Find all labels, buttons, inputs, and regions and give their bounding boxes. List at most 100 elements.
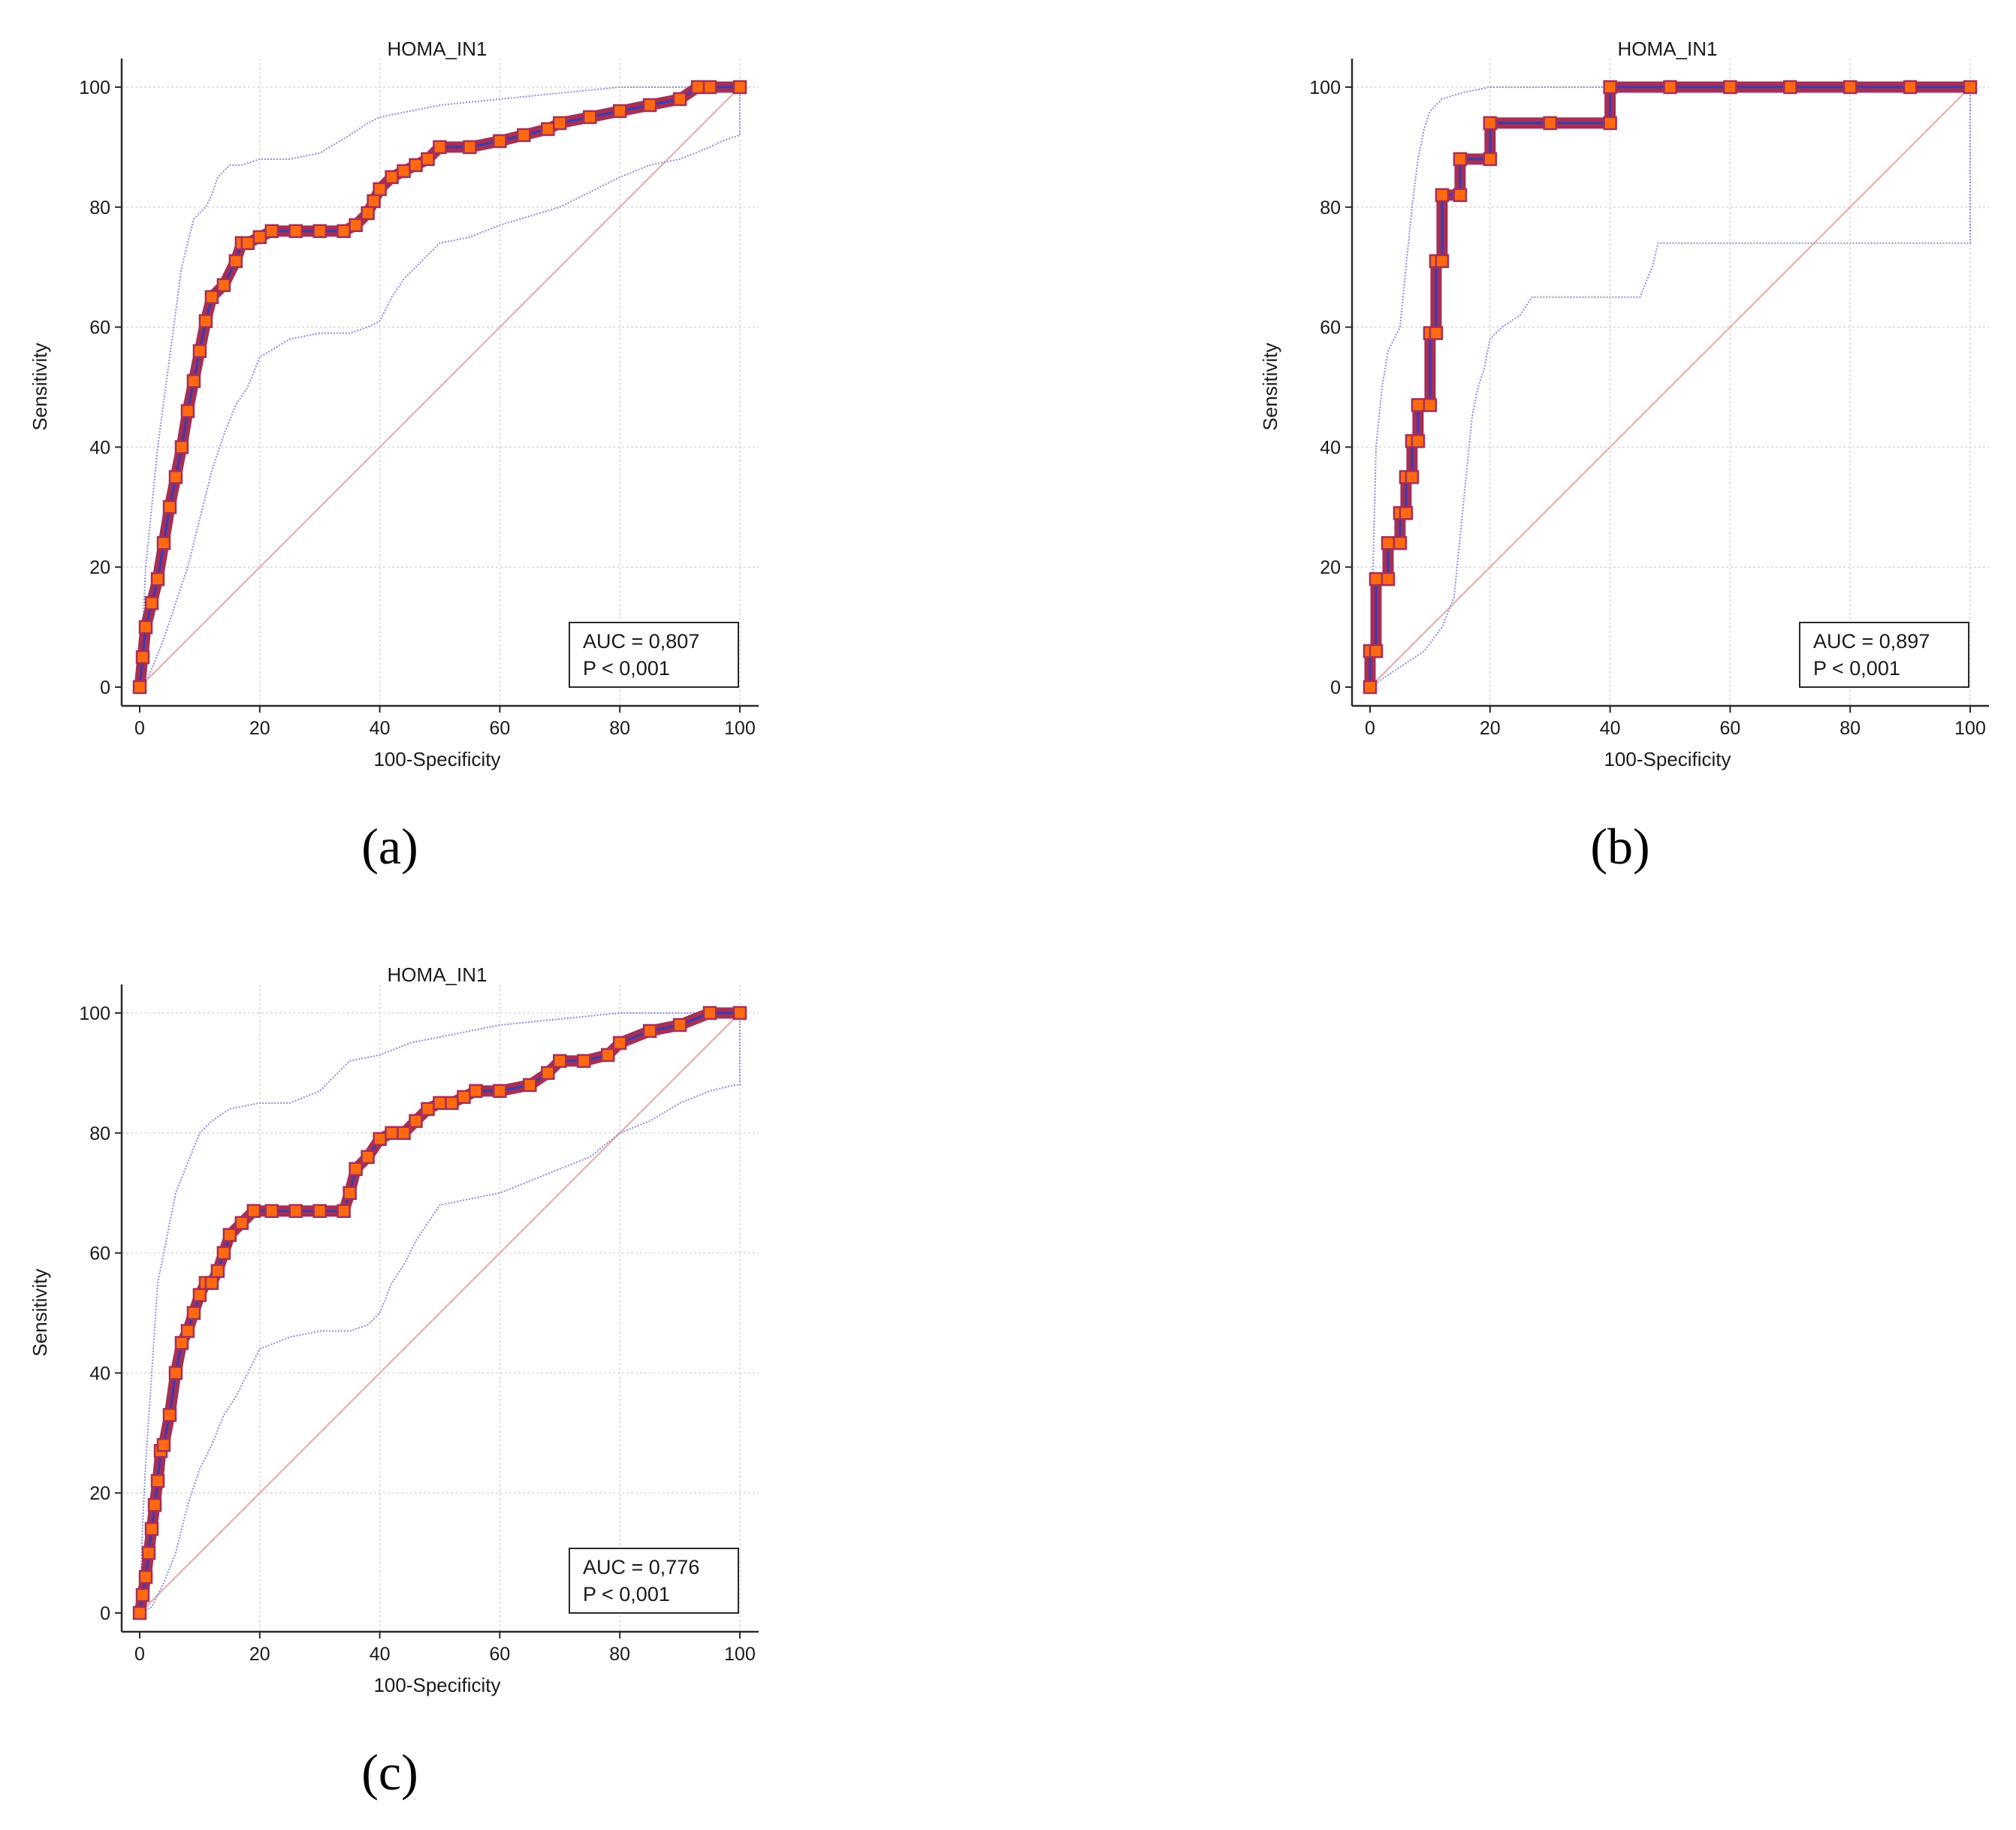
roc-point: [1411, 398, 1426, 412]
roc-point: [186, 374, 201, 388]
x-tick-label: 20: [249, 1644, 270, 1665]
panel-label: (b): [1590, 818, 1649, 875]
roc-point: [337, 1204, 351, 1218]
roc-point: [132, 680, 147, 695]
roc-point: [385, 1126, 399, 1141]
y-tick-label: 80: [89, 197, 110, 219]
roc-point: [180, 1324, 195, 1338]
roc-point: [192, 1288, 207, 1302]
roc-point: [1435, 254, 1450, 268]
roc-point: [222, 1228, 237, 1242]
y-tick-label: 80: [1320, 197, 1341, 219]
x-tick-label: 100: [1954, 718, 1986, 739]
roc-point: [343, 1186, 357, 1200]
roc-point: [156, 1438, 171, 1452]
roc-point: [553, 116, 567, 131]
upper-ci-line: [1369, 86, 1970, 688]
roc-point: [312, 224, 327, 239]
roc-point: [210, 1264, 225, 1278]
roc-point: [642, 98, 657, 113]
stats-box: [1799, 622, 1969, 688]
lower-ci-line: [1369, 87, 1971, 688]
roc-point: [577, 1054, 591, 1069]
roc-point: [288, 224, 303, 239]
roc-point: [732, 80, 747, 95]
upper-ci-line: [139, 1012, 740, 1614]
roc-point: [1363, 680, 1378, 695]
roc-point: [264, 224, 279, 239]
roc-point: [1435, 188, 1450, 203]
y-tick-label: 60: [89, 318, 110, 339]
roc-point: [198, 314, 213, 328]
roc-point: [1963, 80, 1978, 95]
roc-point: [493, 1084, 507, 1099]
x-axis-title: 100-Specificity: [1604, 748, 1731, 770]
x-tick-label: 20: [249, 718, 270, 739]
auc-text: AUC = 0,897: [1813, 630, 1930, 653]
roc-point: [541, 1066, 555, 1081]
roc-point: [204, 1276, 219, 1290]
x-tick-label: 100: [724, 718, 756, 739]
roc-point: [156, 535, 171, 550]
roc-chart-b: 0 20 40 60 80 100 0 20 40 60 80 100 HOMA_IN1 100-Spec…: [1259, 38, 1989, 875]
roc-point: [1483, 116, 1498, 131]
roc-point: [1411, 434, 1426, 448]
panel-label: (a): [361, 818, 418, 875]
roc-point: [150, 571, 165, 586]
x-tick-label: 0: [134, 1644, 145, 1665]
x-tick-label: 40: [1600, 718, 1621, 739]
roc-point: [361, 1150, 375, 1165]
roc-point: [702, 1005, 717, 1021]
roc-point: [463, 140, 477, 155]
roc-point: [457, 1090, 471, 1105]
p-value-text: P < 0,001: [583, 1583, 670, 1605]
roc-point: [132, 1605, 147, 1620]
y-tick-label: 100: [79, 1003, 110, 1024]
roc-point: [1663, 80, 1677, 95]
y-tick-label: 80: [89, 1123, 110, 1144]
x-tick-label: 40: [370, 718, 391, 739]
y-tick-label: 100: [1309, 77, 1341, 98]
roc-point: [469, 1084, 483, 1099]
roc-point: [367, 194, 381, 209]
x-tick-label: 20: [1480, 718, 1501, 739]
y-tick-label: 0: [100, 677, 110, 698]
y-axis-title: Sensitivity: [1259, 342, 1281, 430]
roc-point: [433, 1096, 447, 1111]
roc-point: [240, 236, 255, 250]
roc-point: [385, 170, 399, 185]
auc-text: AUC = 0,807: [583, 630, 699, 653]
roc-point: [174, 440, 189, 454]
roc-point: [373, 182, 387, 197]
roc-point: [1453, 188, 1468, 203]
roc-point: [409, 158, 423, 173]
y-tick-label: 0: [100, 1603, 110, 1624]
roc-point: [702, 80, 717, 95]
x-axis-title: 100-Specificity: [373, 1674, 500, 1696]
x-tick-label: 80: [609, 1644, 630, 1665]
roc-point: [1783, 80, 1797, 95]
roc-point: [523, 1078, 537, 1093]
roc-point: [583, 110, 597, 125]
roc-point: [264, 1204, 279, 1218]
panel-label: (c): [361, 1744, 418, 1801]
y-tick-label: 40: [89, 437, 110, 458]
roc-point: [445, 1096, 459, 1111]
roc-point: [337, 224, 351, 239]
y-tick-label: 40: [89, 1363, 110, 1384]
roc-point: [288, 1204, 303, 1218]
roc-point: [1603, 116, 1617, 131]
roc-point: [1429, 326, 1444, 340]
roc-point: [162, 1408, 177, 1422]
roc-point: [216, 1246, 231, 1260]
roc-point: [138, 1569, 153, 1584]
stats-box: [569, 622, 739, 688]
lower-ci-line: [139, 1013, 741, 1614]
p-value-text: P < 0,001: [583, 657, 670, 680]
roc-point: [186, 1306, 201, 1320]
x-tick-label: 0: [1365, 718, 1375, 739]
roc-point: [1842, 80, 1858, 95]
chart-title: HOMA_IN1: [388, 38, 487, 60]
upper-ci-line: [139, 86, 740, 688]
roc-point: [192, 344, 207, 358]
